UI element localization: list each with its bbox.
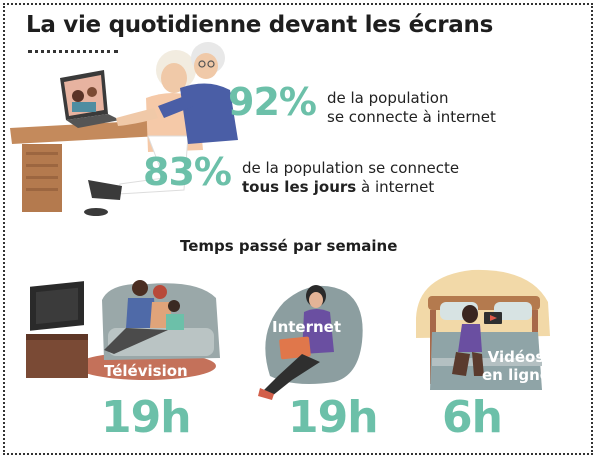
category-internet-hours: 19h xyxy=(288,392,379,443)
category-tv-hours: 19h xyxy=(101,392,192,443)
category-videos-label-line1: Vidéos xyxy=(487,348,545,366)
category-videos-hours: 6h xyxy=(442,392,503,443)
stat-92-description: de la population se connecte à internet xyxy=(327,89,496,127)
stat-83-bold: tous les jours xyxy=(242,178,357,196)
category-tv-label: Télévision xyxy=(104,362,188,380)
stat-83-value: 83% xyxy=(143,150,232,194)
category-videos-label-line2: en ligne xyxy=(482,366,550,384)
girl-tablet-bed-illustration xyxy=(416,269,550,390)
page-title: La vie quotidienne devant les écrans xyxy=(26,12,493,38)
stat-83-line1: de la population se connecte xyxy=(242,159,460,177)
woman-laptop-beanbag-illustration xyxy=(258,285,363,400)
elderly-couple-laptop-illustration xyxy=(10,42,238,216)
stat-83-rest: à internet xyxy=(356,178,435,196)
stat-92-line2: se connecte à internet xyxy=(327,108,496,126)
category-internet-label: Internet xyxy=(272,318,342,336)
stat-92-value: 92% xyxy=(228,80,317,124)
category-videos-label: Vidéos en ligne xyxy=(482,348,550,384)
section-title: Temps passé par semaine xyxy=(180,237,398,255)
title-dotted-underline xyxy=(28,50,118,53)
stat-83-description: de la population se connecte tous les jo… xyxy=(242,159,459,197)
family-tv-illustration xyxy=(26,280,220,380)
stat-83-line2: tous les jours à internet xyxy=(242,178,459,197)
stat-92-line1: de la population xyxy=(327,89,449,107)
